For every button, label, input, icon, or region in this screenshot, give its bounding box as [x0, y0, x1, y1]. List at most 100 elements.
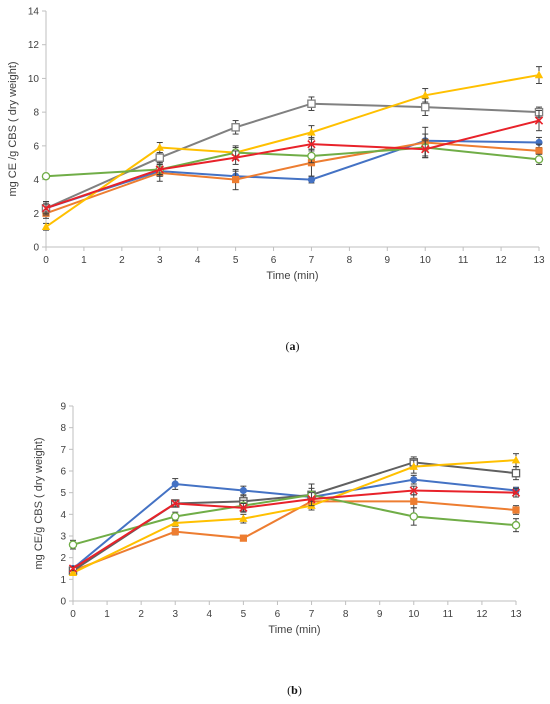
data-point-stroke: [307, 140, 316, 149]
data-point: [232, 175, 240, 184]
x-tick-label: 5: [241, 609, 247, 620]
y-tick-label: 7: [60, 445, 66, 456]
x-tick-label: 13: [533, 255, 545, 266]
y-tick-label: 12: [28, 40, 40, 51]
y-tick-label: 1: [60, 575, 66, 586]
data-point: [171, 480, 179, 488]
data-point: [511, 488, 521, 497]
data-point: [421, 90, 430, 99]
y-tick-label: 0: [33, 243, 39, 254]
x-tick-label: 11: [443, 609, 454, 620]
series-5: [41, 109, 544, 214]
data-point: [511, 520, 521, 530]
x-tick-label: 2: [138, 609, 144, 620]
series-1: [69, 494, 520, 575]
data-point: [155, 153, 165, 162]
x-tick-label: 5: [233, 255, 239, 266]
data-point: [511, 455, 521, 464]
x-tick-label: 4: [207, 609, 213, 620]
series-line: [72, 493, 517, 546]
data-point: [534, 70, 544, 79]
data-point: [534, 155, 544, 164]
y-tick-label: 8: [60, 423, 66, 434]
data-point: [421, 145, 430, 154]
data-point: [535, 147, 543, 155]
x-tick-label: 0: [43, 255, 49, 266]
y-tick-label: 10: [28, 74, 40, 85]
x-tick-label: 12: [496, 255, 508, 266]
x-tick-label: 8: [347, 255, 353, 266]
y-tick-label: 9: [60, 402, 66, 413]
data-point-stroke: [231, 153, 240, 162]
data-point: [420, 102, 430, 112]
data-point-stroke: [171, 499, 180, 508]
panel-label: (a): [286, 339, 300, 353]
x-tick-label: 12: [476, 609, 488, 620]
data-point: [307, 151, 316, 161]
data-point: [409, 486, 418, 495]
y-tick-label: 0: [60, 597, 66, 608]
x-axis-title: Time (min): [268, 624, 320, 636]
data-point: [171, 518, 180, 527]
series-line: [45, 74, 540, 228]
y-tick-label: 6: [60, 467, 66, 478]
x-tick-label: 10: [408, 609, 420, 620]
series-3: [41, 66, 544, 231]
data-point-stroke: [68, 564, 78, 573]
x-tick-label: 1: [104, 609, 110, 620]
data-point: [155, 165, 164, 174]
data-point: [68, 568, 78, 577]
data-point: [68, 540, 78, 549]
series-3: [68, 453, 521, 577]
data-point: [511, 468, 521, 478]
x-tick-label: 9: [377, 609, 383, 620]
series-4: [68, 487, 521, 550]
data-point: [239, 514, 248, 522]
data-point: [307, 127, 316, 136]
y-axis-title: mg CE/g CBS ( dry weight): [33, 437, 45, 569]
data-point-stroke: [534, 116, 544, 125]
series-line: [72, 461, 517, 572]
series-line: [72, 459, 517, 574]
data-point-stroke: [155, 165, 164, 174]
series-line: [45, 139, 540, 210]
panel-label: (b): [287, 683, 302, 697]
data-point: [307, 175, 316, 184]
data-point: [171, 499, 180, 508]
x-tick-label: 3: [172, 609, 178, 620]
data-point-stroke: [421, 145, 430, 154]
data-point: [239, 503, 248, 512]
data-point: [534, 116, 544, 125]
data-point: [68, 564, 78, 573]
data-point: [409, 512, 419, 521]
series-line: [45, 102, 540, 210]
y-tick-label: 8: [33, 108, 39, 119]
x-axis-title: Time (min): [266, 270, 318, 282]
x-tick-label: 4: [195, 255, 201, 266]
data-point: [41, 204, 51, 213]
data-point-stroke: [511, 488, 521, 497]
x-tick-label: 7: [309, 609, 315, 620]
data-point-stroke: [409, 486, 418, 495]
data-point-stroke: [41, 204, 51, 213]
x-tick-label: 7: [309, 255, 315, 266]
x-tick-label: 6: [271, 255, 277, 266]
y-tick-label: 4: [60, 510, 66, 521]
x-tick-label: 1: [81, 255, 87, 266]
data-point: [171, 528, 179, 536]
x-tick-label: 2: [119, 255, 125, 266]
x-tick-label: 10: [420, 255, 432, 266]
y-tick-label: 6: [33, 141, 39, 152]
data-point: [239, 534, 247, 542]
series-line: [72, 500, 517, 572]
data-point-stroke: [307, 495, 316, 504]
data-point: [155, 143, 164, 151]
series-line: [45, 146, 540, 178]
y-tick-label: 4: [33, 175, 39, 186]
series-line: [72, 489, 517, 570]
data-point: [170, 512, 180, 521]
y-axis-title: mg CE /g CBS ( dry weight): [7, 61, 19, 196]
series-5: [68, 485, 521, 573]
